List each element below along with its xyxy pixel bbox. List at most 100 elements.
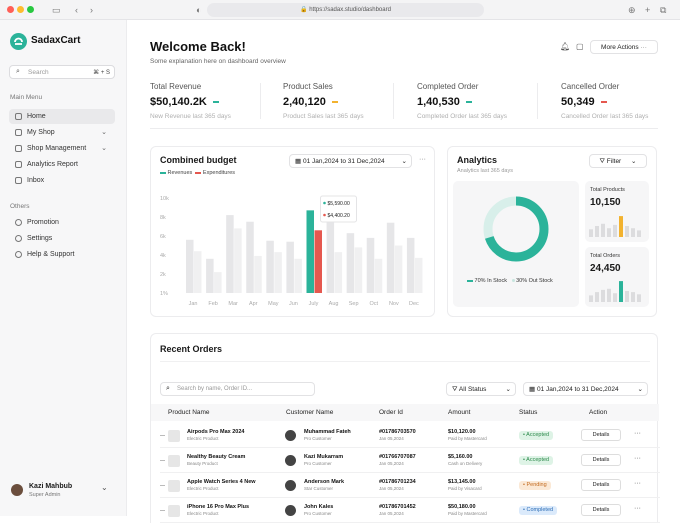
row-more-icon[interactable]: ··· [634,505,641,512]
sidebar-item-settings[interactable]: Settings [9,231,115,246]
chart-legend: Revenues Expenditures [160,170,235,176]
details-button[interactable]: Details [581,479,621,491]
trend-indicator [331,101,338,104]
spark-bar [589,295,593,302]
table-row[interactable]: Nealthy Beauty Cream Beauty Product Kazi M… [160,448,660,473]
more-actions-button[interactable]: More Actions ··· [590,40,658,54]
bar-expenditures-july[interactable] [314,230,323,293]
legend-label-expenditures: Expenditures [202,170,236,176]
divider [160,361,650,362]
details-button[interactable]: Details [581,454,621,466]
filter-button[interactable]: ⛛ Filter ⌄ [589,154,647,168]
details-button[interactable]: Details [581,429,621,441]
row-more-icon[interactable]: ··· [634,455,641,462]
stat-subtext: Cancelled Order last 365 days [561,113,649,120]
table-row[interactable]: Airpods Pro Max 2024 Electric Product Muha… [160,423,660,448]
combined-budget-card: Combined budget Revenues Expenditures ▦ … [150,146,435,317]
tabs-overview-icon[interactable]: ⧉ [660,5,667,15]
orders-search-input[interactable]: ⌕ Search by name, Order ID... [160,382,315,396]
spark-bar [607,228,611,237]
bar-expenditures-aug[interactable] [334,252,343,293]
new-tab-icon[interactable]: + [645,5,651,15]
sidebar-item-promotion[interactable]: Promotion [9,215,115,230]
minimize-window-button[interactable] [17,6,24,13]
product-cell: Nealthy Beauty Cream Beauty Product [187,454,245,466]
table-row[interactable]: Apple Watch Series 4 New Electric Product… [160,473,660,498]
bar-expenditures-sep[interactable] [354,247,363,293]
x-tick-label: Feb [208,301,217,307]
bar-revenues-mar[interactable] [226,215,234,293]
bar-revenues-feb[interactable] [206,258,214,293]
bar-revenues-sep[interactable] [346,233,355,293]
bar-revenues-oct[interactable] [366,237,375,293]
message-icon[interactable]: ▢ [576,42,584,51]
forward-icon[interactable]: › [90,5,93,15]
row-checkbox[interactable] [160,485,165,486]
sidebar-item-label: Shop Management [27,145,87,152]
status-filter-dropdown[interactable]: ⛛ All Status ⌄ [446,382,516,396]
bar-revenues-may[interactable] [266,240,274,293]
address-bar[interactable]: 🔒 https://sadax.studio/dashboard [207,3,484,17]
download-icon[interactable]: ⊕ [628,5,636,15]
sidebar-item-label: Help & Support [27,251,75,258]
spark-bar [595,292,599,302]
tooltip-expenditure-dot [323,213,326,217]
bar-expenditures-jun[interactable] [294,258,302,293]
row-checkbox[interactable] [160,435,165,436]
bar-revenues-nov[interactable] [386,222,395,293]
in-stock-label: 70% In Stock [474,278,507,284]
sidebar-item-inbox[interactable]: Inbox [9,173,115,188]
bar-expenditures-dec[interactable] [414,257,423,293]
bar-revenues-july[interactable] [306,210,315,293]
sidebar-item-home[interactable]: Home [9,109,115,124]
customer-cell: John Kales Pro Customer [304,504,333,516]
legend-swatch-expenditures [195,171,202,174]
bar-expenditures-nov[interactable] [394,245,403,294]
status-badge: • Completed [519,506,558,515]
payment-method: Paid by Visacard [448,486,482,491]
customer-name: John Kales [304,504,334,510]
divider [537,83,538,119]
sidebar-item-help[interactable]: Help & Support [9,247,115,262]
user-profile[interactable]: Kazi Mahbub Super Admin ⌄ [9,482,119,502]
divider [393,83,394,119]
spark-bar [625,226,629,237]
notification-icon[interactable]: 🔔︎ [560,42,571,51]
row-checkbox[interactable] [160,460,165,461]
bar-revenues-jun[interactable] [286,241,294,293]
budget-date-range-picker[interactable]: ▦ 01 Jan,2024 to 31 Dec,2024 ⌄ [289,154,412,168]
bar-expenditures-oct[interactable] [374,258,383,293]
product-thumbnail [168,505,180,517]
bar-revenues-jan[interactable] [186,239,194,293]
sidebar-toggle-icon[interactable]: ▭ [52,5,61,15]
recent-orders-card: Recent Orders ⌕ Search by name, Order ID… [150,333,660,523]
close-window-button[interactable] [7,6,14,13]
row-checkbox[interactable] [160,510,165,511]
sidebar-item-analytics-report[interactable]: Analytics Report [9,157,115,172]
sidebar-item-shop-management[interactable]: Shop Management ⌄ [9,141,115,156]
orders-date-range-picker[interactable]: ▦ 01 Jan,2024 to 31 Dec,2024 ⌄ [523,382,648,396]
privacy-shield-icon[interactable]: ◐ [196,5,202,15]
row-more-icon[interactable]: ··· [634,430,641,437]
bar-expenditures-apr[interactable] [254,255,262,293]
row-more-icon[interactable]: ··· [634,480,641,487]
bar-expenditures-jan[interactable] [194,251,202,293]
bar-expenditures-may[interactable] [274,252,282,293]
amount-cell: $50,180.00 Paid by Mastercard [448,504,487,516]
search-input[interactable]: ⌕ Search ⌘ + S [9,65,115,79]
bar-revenues-aug[interactable] [326,221,335,293]
order-cell: #01786701234 Jan 05,2024 [379,479,416,491]
maximize-window-button[interactable] [27,6,34,13]
y-tick-label: 6k [160,234,166,240]
bar-expenditures-feb[interactable] [214,272,222,293]
table-row[interactable]: iPhone 16 Pro Max Plus Electric Product Jo… [160,498,660,523]
bar-expenditures-mar[interactable] [234,228,242,293]
divider [260,83,261,119]
bar-revenues-apr[interactable] [246,221,254,293]
sidebar-item-my-shop[interactable]: My Shop ⌄ [9,125,115,140]
bar-revenues-dec[interactable] [406,237,415,293]
more-options-icon[interactable]: ··· [419,156,426,163]
details-button[interactable]: Details [581,504,621,516]
details-label: Details [592,457,610,463]
back-icon[interactable]: ‹ [75,5,78,15]
